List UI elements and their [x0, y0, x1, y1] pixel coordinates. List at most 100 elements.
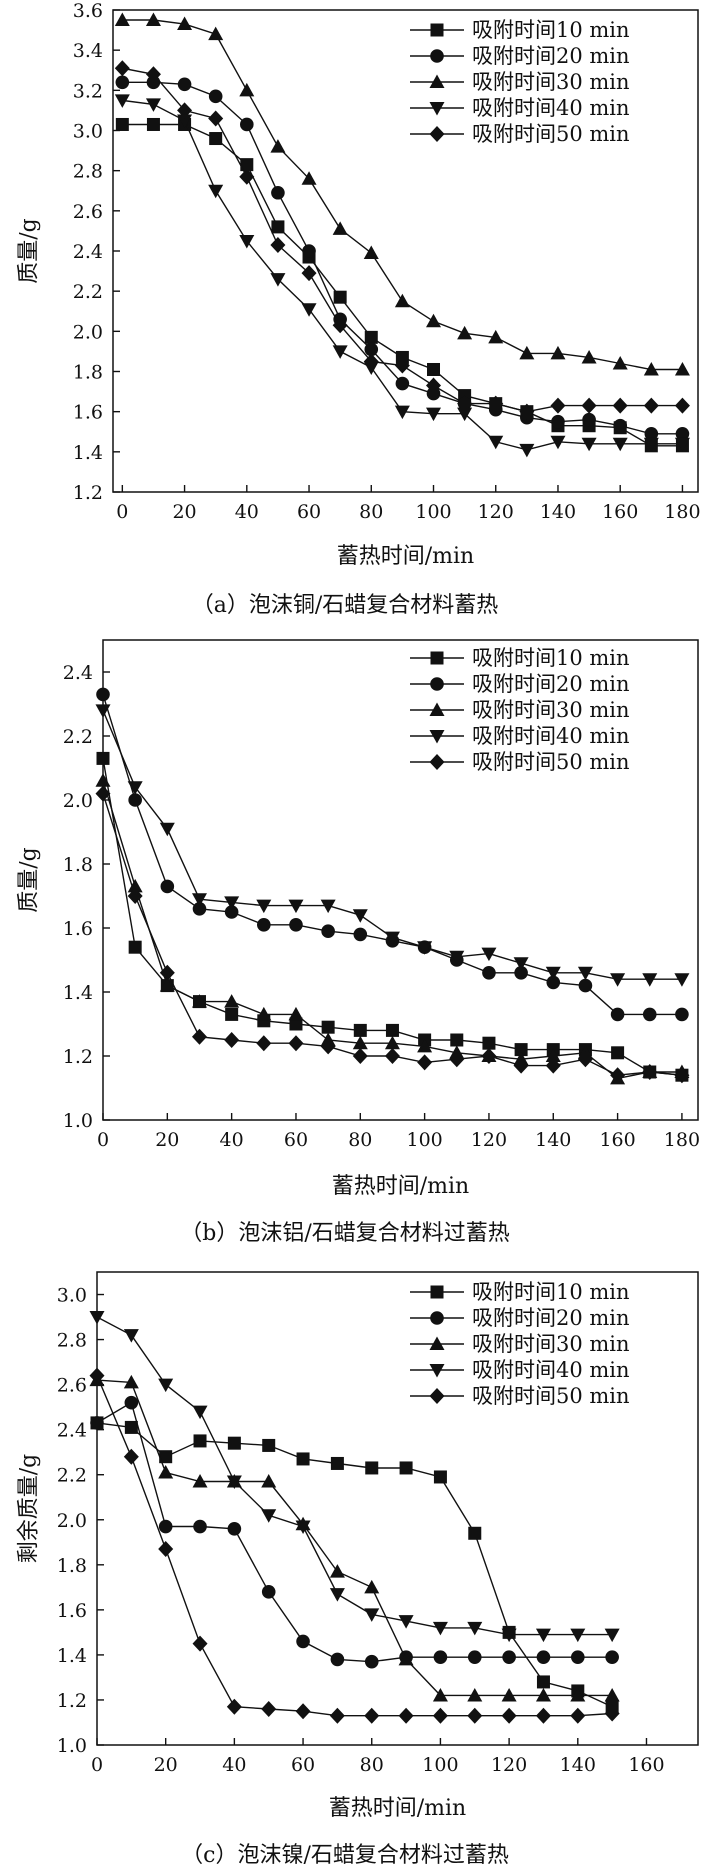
- data-point: [394, 357, 410, 374]
- y-tick-label: 2.0: [63, 790, 93, 812]
- data-point: [449, 950, 465, 965]
- data-point: [177, 16, 193, 31]
- data-point: [577, 1051, 593, 1068]
- legend-label: 吸附时间30 min: [472, 70, 630, 94]
- data-point: [226, 1475, 242, 1489]
- data-point: [256, 899, 272, 914]
- y-tick-label: 1.6: [63, 918, 93, 940]
- data-point: [432, 1621, 448, 1636]
- data-point: [239, 168, 255, 185]
- legend-label: 吸附时间30 min: [472, 1332, 630, 1356]
- data-point: [364, 330, 378, 344]
- x-axis-title: 蓄热时间/min: [332, 1174, 469, 1199]
- data-point: [192, 902, 207, 916]
- data-point: [114, 12, 130, 27]
- data-point: [352, 1035, 368, 1050]
- data-point: [395, 350, 409, 364]
- legend-marker: [430, 677, 444, 691]
- data-point: [488, 435, 504, 450]
- data-point: [363, 353, 379, 370]
- data-point: [270, 236, 286, 253]
- data-point: [432, 1707, 448, 1724]
- data-point: [481, 947, 497, 962]
- data-point: [124, 1420, 138, 1434]
- series-3: [114, 94, 690, 458]
- x-tick-label: 80: [359, 501, 383, 523]
- data-point: [426, 407, 442, 422]
- data-point: [394, 293, 410, 308]
- data-point: [545, 1048, 561, 1062]
- y-tick-label: 1.6: [73, 402, 103, 424]
- y-tick-label: 1.8: [63, 854, 93, 876]
- data-point: [519, 403, 535, 420]
- data-point: [114, 60, 130, 77]
- data-point: [158, 1378, 174, 1393]
- data-point: [208, 26, 224, 41]
- data-point: [320, 1038, 336, 1055]
- y-tick-label: 1.8: [73, 362, 103, 384]
- data-point: [256, 1006, 272, 1021]
- chart-1: 0 20 40 60 80 100 120 140 160 180 1.0 1.2 1.4 1.6 1.8 2…: [17, 639, 700, 1246]
- data-point: [295, 1520, 311, 1535]
- legend-label: 吸附时间50 min: [472, 1384, 630, 1408]
- data-point: [610, 1067, 626, 1084]
- data-point: [240, 117, 254, 132]
- data-point: [581, 349, 597, 364]
- data-point: [467, 1687, 483, 1702]
- series-0: [115, 117, 689, 453]
- data-point: [674, 361, 690, 376]
- data-point: [96, 751, 110, 765]
- series-line: [96, 1375, 613, 1717]
- data-point: [551, 414, 565, 429]
- data-point: [643, 397, 659, 414]
- data-point: [227, 1436, 241, 1450]
- data-point: [288, 1035, 304, 1052]
- data-point: [514, 1043, 528, 1057]
- x-tick-label: 100: [406, 1129, 442, 1151]
- x-tick-label: 40: [235, 501, 259, 523]
- data-point: [89, 1367, 105, 1384]
- y-tick-label: 1.6: [57, 1600, 87, 1622]
- series-line: [122, 99, 683, 451]
- data-point: [127, 888, 143, 904]
- data-point: [330, 1652, 345, 1667]
- y-tick-label: 1.2: [63, 1046, 93, 1068]
- series-line: [96, 1379, 613, 1697]
- x-tick-label: 80: [348, 1129, 372, 1151]
- data-point: [159, 964, 175, 981]
- data-point: [384, 931, 400, 946]
- legend-marker: [430, 23, 444, 37]
- data-point: [329, 1564, 345, 1578]
- data-point: [365, 1461, 379, 1475]
- legend-marker: [429, 74, 445, 88]
- data-point: [674, 1067, 690, 1084]
- legend-marker: [429, 1336, 445, 1350]
- y-tick-label: 3.6: [73, 0, 103, 22]
- data-point: [467, 1707, 483, 1724]
- data-point: [208, 89, 223, 104]
- data-point: [519, 345, 535, 360]
- data-point: [398, 1651, 414, 1666]
- data-point: [257, 918, 271, 932]
- data-point: [261, 1700, 277, 1717]
- data-point: [613, 418, 628, 433]
- data-point: [398, 1707, 414, 1724]
- x-tick-label: 0: [97, 1129, 109, 1151]
- data-point: [288, 1006, 304, 1021]
- data-point: [128, 793, 142, 807]
- data-point: [289, 918, 303, 932]
- data-point: [578, 978, 593, 993]
- data-point: [457, 395, 473, 412]
- data-point: [643, 437, 659, 452]
- x-tick-label: 0: [91, 1754, 103, 1776]
- data-point: [158, 1464, 174, 1479]
- data-point: [177, 102, 193, 119]
- data-point: [468, 1526, 482, 1540]
- x-tick-label: 20: [155, 1129, 179, 1151]
- plot-frame: [96, 1271, 699, 1746]
- data-point: [417, 941, 433, 955]
- data-point: [90, 1416, 104, 1430]
- y-tick-label: 2.8: [57, 1330, 87, 1352]
